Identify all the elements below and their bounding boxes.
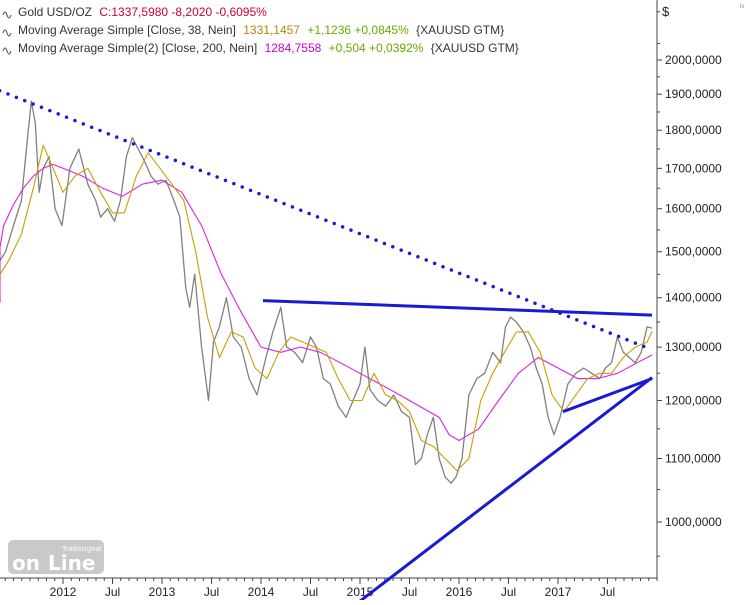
- x-tick-label: 2012: [50, 585, 77, 599]
- x-tick-label: Jul: [501, 585, 516, 599]
- tradesignal-online-logo: Tradesignal on Line: [8, 540, 104, 575]
- legend-row-ma38[interactable]: Moving Average Simple [Close, 38, Nein] …: [2, 23, 504, 37]
- legend-ma38-suffix: {XAUUSD GTM}: [416, 23, 504, 37]
- legend-ma38-label: Moving Average Simple [Close, 38, Nein]: [18, 23, 236, 37]
- price-line: [0, 100, 653, 484]
- legend-ma200-label: Moving Average Simple(2) [Close, 200, Ne…: [18, 41, 257, 55]
- watermark-small-text: Tradesignal: [61, 545, 102, 553]
- legend-price-label: Gold USD/OZ: [18, 5, 92, 19]
- corner-mark: lx: [740, 4, 744, 10]
- ma38-line: [0, 144, 653, 472]
- legend: Gold USD/OZ C:1337,5980 -8,2020 -0,6095%…: [2, 5, 519, 55]
- y-axis-ticks: 1000,0000 1100,0000 1200,0000 1300,0000 1400…: [657, 11, 722, 557]
- y-tick-label: 1100,0000: [665, 451, 721, 465]
- legend-ma200-value: 1284,7558: [265, 41, 322, 55]
- watermark-line-text: Line: [48, 551, 95, 575]
- svg-text:Gold USD/OZ C:1337,5: Gold USD/OZ C:1337,5980 -8,2020 -0,6095%: [18, 5, 267, 19]
- y-tick-label: 1600,0000: [665, 202, 722, 216]
- y-tick-label: 1900,0000: [665, 87, 722, 101]
- x-tick-label: 2013: [149, 585, 176, 599]
- y-tick-label: 1400,0000: [665, 291, 722, 305]
- y-tick-label: 1300,0000: [665, 340, 722, 354]
- x-tick-label: Jul: [600, 585, 615, 599]
- y-tick-label: 1500,0000: [665, 245, 722, 259]
- legend-row-ma200[interactable]: Moving Average Simple(2) [Close, 200, Ne…: [2, 41, 519, 55]
- trendline-resistance-solid[interactable]: [262, 299, 653, 317]
- x-tick-label: Jul: [204, 585, 219, 599]
- y-tick-label: 1800,0000: [665, 123, 722, 137]
- ma200-line: [0, 163, 653, 442]
- y-tick-label: 1000,0000: [665, 515, 722, 529]
- trendline-support-long[interactable]: [350, 376, 653, 605]
- x-tick-label: 2017: [545, 585, 572, 599]
- trendline-support-short[interactable]: [562, 377, 653, 414]
- x-tick-label: Jul: [402, 585, 417, 599]
- legend-ma200-change: +0,504 +0,0392%: [329, 41, 424, 55]
- trendline-resistance-dotted[interactable]: [0, 88, 654, 352]
- sine-wave-icon: [2, 29, 12, 37]
- x-tick-label: 2014: [248, 585, 275, 599]
- x-tick-label: Jul: [303, 585, 318, 599]
- svg-text:Moving Average Simple [Close,: Moving Average Simple [Close, 38, Nein] …: [18, 23, 504, 37]
- legend-price-value: C:1337,5980 -8,2020 -0,6095%: [99, 5, 267, 19]
- trendline-layer: [0, 88, 654, 605]
- x-tick-label: 2016: [446, 585, 473, 599]
- y-tick-label: 1700,0000: [665, 161, 722, 175]
- legend-row-price[interactable]: Gold USD/OZ C:1337,5980 -8,2020 -0,6095%: [2, 5, 267, 19]
- y-tick-label: 2000,0000: [665, 53, 722, 67]
- sine-wave-icon: [2, 47, 12, 55]
- legend-ma200-suffix: {XAUUSD GTM}: [431, 41, 519, 55]
- series-layer: [0, 100, 653, 484]
- svg-text:Moving Average Simple(2) [Clos: Moving Average Simple(2) [Close, 200, Ne…: [18, 41, 519, 55]
- currency-symbol: $: [662, 4, 670, 19]
- y-tick-label: 1200,0000: [665, 393, 722, 407]
- legend-ma38-value: 1331,1457: [243, 23, 300, 37]
- sine-wave-icon: [2, 11, 12, 19]
- watermark-on-text: on: [12, 551, 40, 575]
- legend-ma38-change: +1,1236 +0,0845%: [307, 23, 409, 37]
- x-tick-label: Jul: [105, 585, 120, 599]
